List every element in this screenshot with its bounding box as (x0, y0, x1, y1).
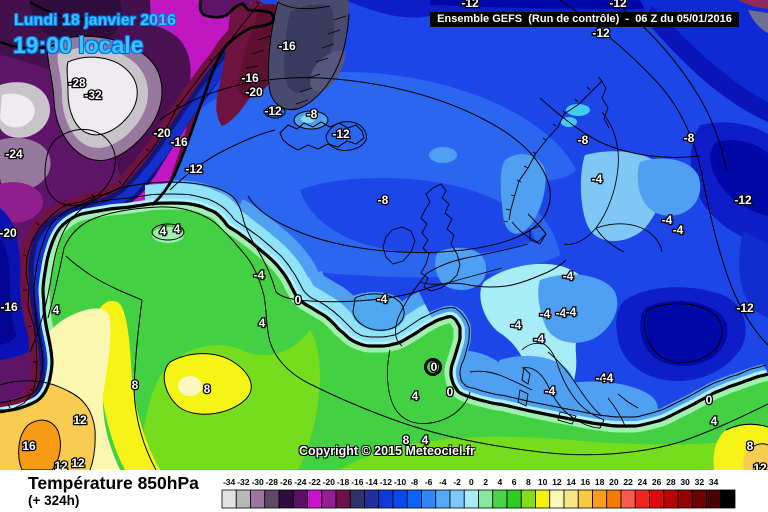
svg-text:4: 4 (259, 316, 266, 330)
svg-text:0: 0 (469, 477, 474, 487)
svg-text:-30: -30 (251, 477, 264, 487)
svg-text:-4: -4 (673, 223, 684, 237)
svg-text:-4: -4 (511, 318, 522, 332)
svg-text:12: 12 (73, 413, 87, 427)
svg-text:16: 16 (581, 477, 591, 487)
svg-text:-12: -12 (592, 26, 610, 40)
svg-text:-4: -4 (566, 305, 577, 319)
svg-text:-12: -12 (332, 127, 350, 141)
svg-text:-16: -16 (278, 39, 296, 53)
svg-text:-8: -8 (684, 131, 695, 145)
svg-text:-28: -28 (266, 477, 279, 487)
svg-text:22: 22 (623, 477, 633, 487)
svg-text:-12: -12 (609, 0, 627, 10)
svg-text:8: 8 (526, 477, 531, 487)
svg-text:-12: -12 (461, 0, 479, 10)
svg-text:-8: -8 (378, 193, 389, 207)
svg-text:0: 0 (295, 293, 302, 307)
svg-text:-20: -20 (0, 226, 17, 240)
svg-text:-10: -10 (394, 477, 407, 487)
svg-text:-4: -4 (540, 307, 551, 321)
svg-text:-26: -26 (280, 477, 293, 487)
svg-text:10: 10 (538, 477, 548, 487)
svg-text:-16: -16 (241, 71, 259, 85)
svg-text:24: 24 (638, 477, 648, 487)
svg-text:12: 12 (71, 456, 85, 470)
svg-text:-14: -14 (365, 477, 378, 487)
svg-text:-8: -8 (578, 133, 589, 147)
svg-text:-22: -22 (308, 477, 321, 487)
svg-text:-4: -4 (254, 268, 265, 282)
svg-text:-4: -4 (662, 213, 673, 227)
svg-text:-16: -16 (170, 135, 188, 149)
svg-text:4: 4 (412, 389, 419, 403)
svg-text:-20: -20 (245, 85, 263, 99)
svg-text:-4: -4 (534, 332, 545, 346)
svg-text:4: 4 (160, 224, 167, 238)
svg-text:-6: -6 (425, 477, 433, 487)
svg-text:12: 12 (552, 477, 562, 487)
svg-text:18: 18 (595, 477, 605, 487)
svg-text:-4: -4 (563, 269, 574, 283)
svg-text:-4: -4 (377, 292, 388, 306)
svg-text:32: 32 (695, 477, 705, 487)
svg-text:4: 4 (174, 222, 181, 236)
svg-text:-4: -4 (556, 306, 567, 320)
svg-text:20: 20 (609, 477, 619, 487)
svg-text:-12: -12 (380, 477, 393, 487)
svg-text:-20: -20 (153, 126, 171, 140)
svg-text:-12: -12 (185, 162, 203, 176)
svg-text:-16: -16 (0, 300, 18, 314)
svg-text:-32: -32 (84, 88, 102, 102)
svg-text:-12: -12 (734, 193, 752, 207)
svg-text:-8: -8 (411, 477, 419, 487)
svg-text:-4: -4 (603, 371, 614, 385)
svg-text:2: 2 (483, 477, 488, 487)
svg-text:16: 16 (22, 439, 36, 453)
svg-text:0: 0 (431, 360, 438, 374)
svg-text:4: 4 (53, 303, 60, 317)
svg-text:-4: -4 (596, 371, 607, 385)
svg-text:-20: -20 (323, 477, 336, 487)
svg-text:8: 8 (204, 382, 211, 396)
svg-text:8: 8 (747, 439, 754, 453)
svg-text:30: 30 (680, 477, 690, 487)
svg-text:14: 14 (566, 477, 576, 487)
svg-text:34: 34 (709, 477, 719, 487)
svg-text:0: 0 (706, 393, 713, 407)
svg-text:-18: -18 (337, 477, 350, 487)
svg-text:-32: -32 (237, 477, 250, 487)
svg-text:28: 28 (666, 477, 676, 487)
svg-text:-34: -34 (223, 477, 236, 487)
svg-text:-4: -4 (439, 477, 447, 487)
svg-text:8: 8 (403, 433, 410, 447)
svg-text:0: 0 (447, 385, 454, 399)
svg-text:-12: -12 (264, 104, 282, 118)
svg-text:-4: -4 (592, 172, 603, 186)
svg-text:-24: -24 (5, 147, 23, 161)
svg-text:-8: -8 (307, 107, 318, 121)
svg-text:6: 6 (512, 477, 517, 487)
svg-text:-16: -16 (351, 477, 364, 487)
svg-text:-28: -28 (68, 76, 86, 90)
svg-text:4: 4 (422, 433, 429, 447)
svg-text:-12: -12 (736, 301, 754, 315)
svg-text:4: 4 (498, 477, 503, 487)
svg-text:-4: -4 (545, 384, 556, 398)
svg-text:-24: -24 (294, 477, 307, 487)
svg-text:4: 4 (711, 414, 718, 428)
svg-text:26: 26 (652, 477, 662, 487)
svg-text:8: 8 (132, 378, 139, 392)
svg-text:-2: -2 (453, 477, 461, 487)
